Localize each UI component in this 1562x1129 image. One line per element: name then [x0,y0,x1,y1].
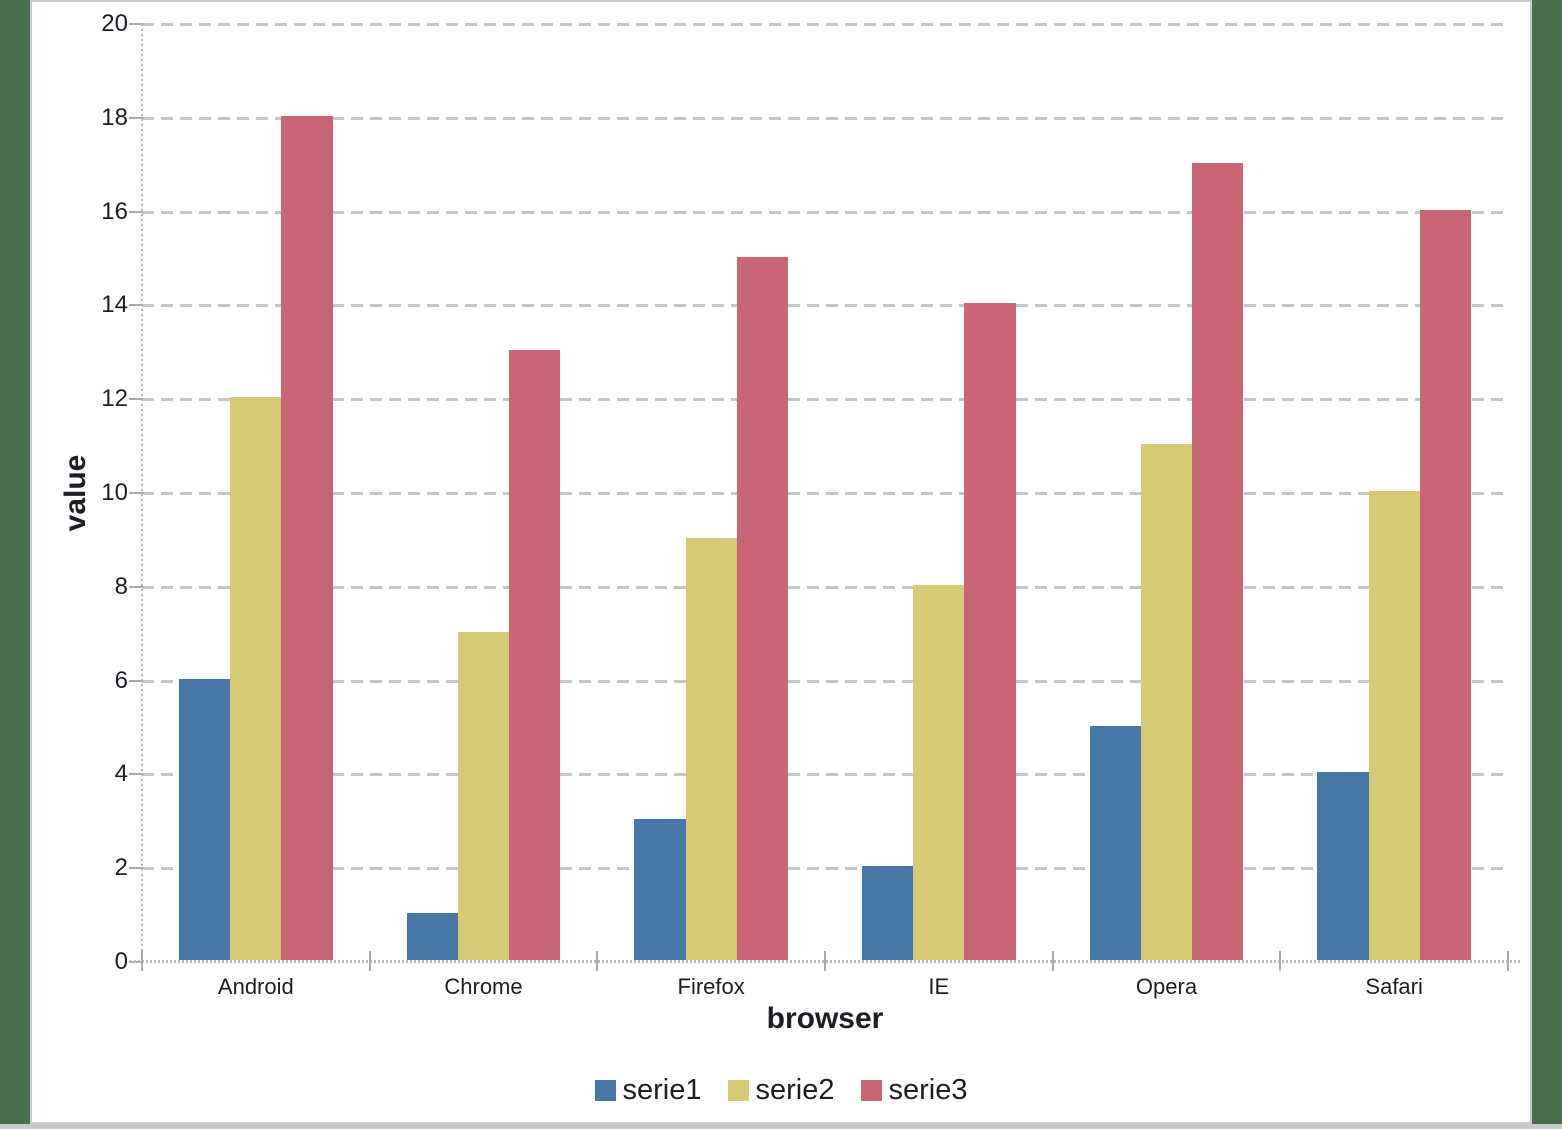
bar-serie1-ie [861,866,914,960]
gridline-y-8 [142,585,1508,589]
x-category-label-safari: Safari [1365,974,1423,999]
y-tick-mark [129,116,143,119]
legend-item-serie1: serie1 [594,1074,702,1107]
y-tick-mark [129,585,143,588]
x-category-label-android: Android [217,974,294,999]
x-category-label-chrome: Chrome [444,974,523,999]
y-tick-label: 14 [101,291,128,319]
plot-area [129,23,1520,971]
legend: serie1 serie2 serie3 [32,1074,1530,1107]
bar-serie3-chrome [509,350,561,960]
gridline-y-12 [142,398,1508,402]
y-tick-label: 20 [101,10,128,37]
bar-serie1-opera [1089,725,1141,960]
legend-item-serie2: serie2 [727,1074,835,1107]
x-tick-mark [1507,951,1509,971]
y-tick-label: 4 [114,760,128,788]
legend-label-serie2: serie2 [755,1074,835,1106]
gridline-y-2 [142,867,1508,871]
y-tick-mark [129,773,143,776]
gridline-y-4 [142,773,1508,777]
window-frame-right [1532,0,1562,1124]
window-frame-bottom [0,1124,1562,1129]
bar-serie3-opera [1192,162,1244,960]
legend-swatch-serie2 [727,1080,749,1101]
bar-serie3-safari [1419,209,1472,960]
y-tick-mark [129,304,143,307]
x-tick-mark [596,951,599,971]
bar-serie2-opera [1140,444,1193,960]
y-tick-mark [129,867,143,870]
x-tick-mark [141,951,143,971]
x-category-label-firefox: Firefox [677,974,745,999]
y-axis-title: value [59,454,92,532]
x-axis-title: browser [766,1002,884,1035]
y-tick-mark [129,679,143,682]
bar-serie2-firefox [685,537,737,960]
y-tick-label: 0 [114,948,128,975]
window-frame-left [0,0,30,1124]
bar-serie1-safari [1317,772,1369,960]
y-tick-mark [129,492,143,494]
y-tick-mark [129,210,143,213]
gridline-y-6 [142,679,1508,683]
y-tick-label: 2 [114,854,128,882]
y-tick-label: 12 [101,385,128,413]
x-tick-mark [1051,951,1054,971]
gridline-y-16 [142,210,1508,214]
x-tick-mark [824,951,826,971]
gridline-y-14 [142,304,1508,308]
bar-serie1-android [178,678,231,960]
x-tick-mark [1279,951,1282,971]
bar-serie2-android [230,397,282,960]
bar-serie3-ie [964,303,1016,960]
y-tick-label: 18 [101,103,128,131]
legend-item-serie3: serie3 [860,1074,968,1107]
y-tick-label: 16 [101,197,128,225]
x-category-label-ie: IE [928,974,950,999]
bar-serie1-firefox [634,819,686,960]
gridline-y-20 [142,23,1508,26]
y-tick-label: 8 [114,572,128,600]
y-tick-label: 10 [101,479,128,506]
gridline-y-18 [142,116,1508,120]
bar-serie3-firefox [736,256,789,960]
x-category-label-opera: Opera [1135,974,1198,999]
chart-panel: 0 2 4 6 8 10 12 14 16 18 20 browser value serie1 se… [30,0,1532,1124]
bar-serie1-chrome [406,913,458,960]
bar-serie3-android [281,115,333,960]
y-tick-label: 6 [114,666,128,694]
y-tick-mark [129,23,143,25]
y-tick-mark [129,398,143,401]
legend-swatch-serie1 [594,1080,616,1101]
bar-serie2-chrome [457,631,510,960]
legend-swatch-serie3 [860,1080,882,1101]
legend-label-serie1: serie1 [622,1074,702,1106]
legend-label-serie3: serie3 [888,1074,968,1106]
bar-serie2-safari [1368,491,1420,960]
x-tick-mark [368,951,371,971]
bar-serie2-ie [913,584,965,960]
gridline-y-10 [142,492,1508,495]
